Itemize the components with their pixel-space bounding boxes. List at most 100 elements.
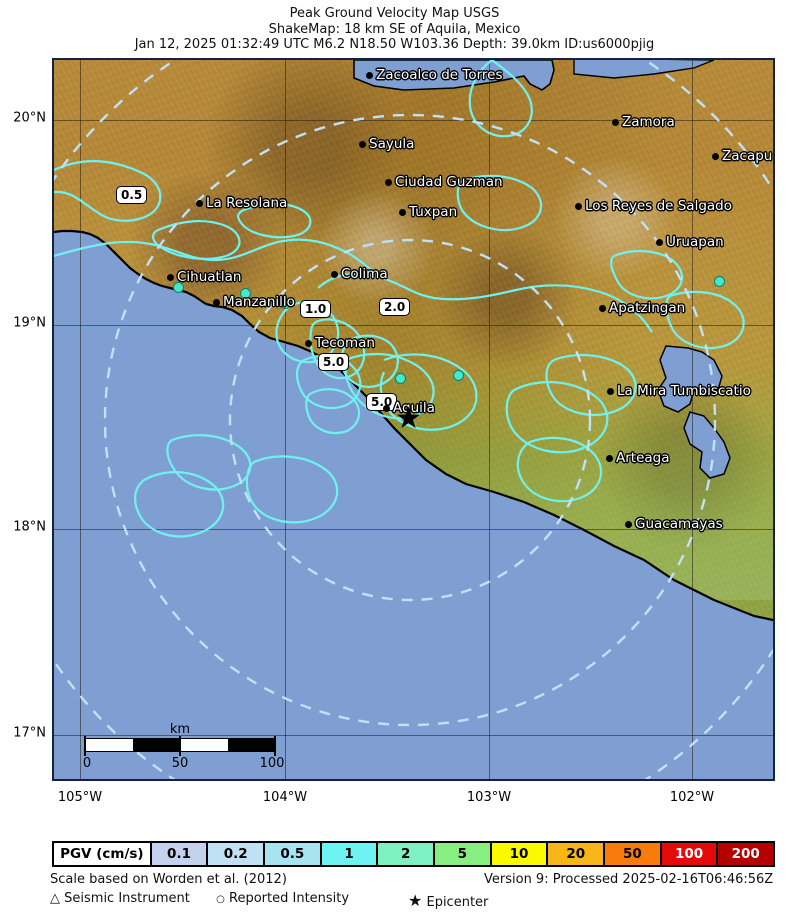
epicenter-star-icon: ★: [395, 401, 422, 436]
city-marker[interactable]: Tecoman: [305, 336, 375, 350]
city-marker[interactable]: Manzanillo: [213, 295, 295, 309]
seismic-station-marker[interactable]: [173, 282, 184, 293]
page-title: Peak Ground Velocity Map USGS: [289, 6, 500, 21]
legend-cell-0.1[interactable]: 0.1: [151, 843, 209, 865]
legend-cell-5[interactable]: 5: [435, 843, 492, 865]
city-marker[interactable]: Ciudad Guzman: [385, 175, 503, 189]
city-marker[interactable]: Zamora: [612, 115, 675, 129]
city-marker[interactable]: Guacamayas: [625, 517, 723, 531]
city-marker[interactable]: Los Reyes de Salgado: [575, 199, 732, 213]
city-dot: [656, 238, 663, 246]
graticule-line-vertical: [80, 60, 81, 779]
distance-rings: [54, 60, 773, 779]
seismic-station-marker[interactable]: [714, 276, 725, 287]
axis-label-longitude: 102°W: [669, 790, 715, 805]
axis-label-latitude: 19°N: [13, 315, 46, 331]
city-label: Sayula: [369, 136, 415, 152]
graticule-line-horizontal: [54, 529, 773, 530]
city-dot: [359, 140, 366, 148]
scale-tick: [179, 736, 181, 756]
legend-cell-10[interactable]: 10: [491, 843, 549, 865]
city-label: Cihuatlan: [177, 269, 242, 285]
city-label: Manzanillo: [223, 294, 295, 310]
city-marker[interactable]: Sayula: [359, 137, 414, 151]
contour-label: 1.0: [300, 300, 332, 318]
contour-label: 0.5: [116, 186, 148, 204]
city-label: Aquila: [393, 400, 435, 416]
scale-tick: [84, 736, 86, 756]
scale-tick: [274, 736, 276, 756]
city-label: Tuxpan: [409, 204, 458, 220]
city-dot: [599, 304, 606, 312]
scale-tick-label: 0: [82, 756, 92, 771]
event-info-line: Jan 12, 2025 01:32:49 UTC M6.2 N18.50 W1…: [134, 37, 655, 53]
legend-cell-100[interactable]: 100: [661, 843, 719, 865]
city-label: Zacapu: [722, 148, 773, 164]
seismic-station-marker[interactable]: [240, 288, 251, 299]
city-marker[interactable]: Aquila: [383, 401, 435, 415]
city-label: Guacamayas: [635, 516, 723, 532]
scale-bar: km 0 50 100: [83, 722, 285, 771]
graticule-line-vertical: [692, 60, 693, 779]
legend-cell-200[interactable]: 200: [718, 843, 774, 865]
pgv-legend: PGV (cm/s) 0.1 0.2 0.5 1 2 5 10 20 50 10…: [52, 841, 775, 867]
seismic-station-marker[interactable]: [395, 373, 406, 384]
city-dot: [305, 339, 312, 347]
scale-tick-label: 50: [171, 756, 189, 771]
legend-cell-0.2[interactable]: 0.2: [208, 843, 266, 865]
city-label: Arteaga: [616, 450, 670, 466]
legend-cell-1[interactable]: 1: [321, 843, 379, 865]
graticule-line-horizontal: [54, 735, 773, 736]
legend-cell-50[interactable]: 50: [605, 843, 662, 865]
city-dot: [213, 298, 220, 306]
city-label: Apatzingan: [609, 300, 686, 316]
legend-cell-2[interactable]: 2: [378, 843, 436, 865]
map-canvas[interactable]: 0.5 1.0 2.0 5.0 5.0 Zacoalco de Torres Z…: [52, 58, 775, 781]
triangle-icon: △: [50, 891, 60, 906]
city-dot: [383, 404, 390, 412]
city-label: Zamora: [622, 114, 675, 130]
city-dot: [612, 118, 619, 126]
contour-label: 2.0: [379, 298, 411, 316]
contour-label: 5.0: [318, 353, 350, 371]
city-dot: [607, 387, 614, 395]
legend-title: PGV (cm/s): [54, 843, 152, 865]
city-marker[interactable]: Arteaga: [606, 451, 670, 465]
city-marker[interactable]: Colima: [331, 267, 388, 281]
map-title-block: Peak Ground Velocity Map USGS ShakeMap: …: [0, 6, 789, 53]
city-label: Ciudad Guzman: [395, 174, 503, 190]
city-marker[interactable]: La Mira Tumbiscatio: [607, 384, 751, 398]
graticule-line-vertical: [285, 60, 286, 779]
city-dot: [399, 208, 406, 216]
city-label: La Mira Tumbiscatio: [617, 383, 751, 399]
city-label: La Resolana: [206, 195, 288, 211]
epicenter-label: Epicenter: [426, 895, 489, 910]
city-marker[interactable]: Uruapan: [656, 235, 724, 249]
axis-label-latitude: 17°N: [13, 725, 46, 741]
city-marker[interactable]: Zacapu: [712, 149, 772, 163]
city-dot: [331, 270, 338, 278]
city-marker[interactable]: Tuxpan: [399, 205, 457, 219]
circle-icon: ○: [216, 894, 225, 905]
seismic-station-marker[interactable]: [280, 298, 291, 309]
city-marker[interactable]: La Resolana: [196, 196, 287, 210]
city-label: Colima: [341, 266, 388, 282]
city-dot: [366, 71, 373, 79]
city-marker[interactable]: Cihuatlan: [167, 270, 241, 284]
legend-cell-20[interactable]: 20: [548, 843, 606, 865]
version-note: Version 9: Processed 2025-02-16T06:46:56…: [484, 872, 774, 887]
city-marker[interactable]: Apatzingan: [599, 301, 685, 315]
axis-label-longitude: 105°W: [57, 790, 103, 805]
axis-label-longitude: 104°W: [262, 790, 308, 805]
city-dot: [575, 202, 582, 210]
city-marker[interactable]: Zacoalco de Torres: [366, 68, 502, 82]
city-dot: [385, 178, 392, 186]
axis-label-latitude: 20°N: [13, 110, 46, 126]
lakes-layer: [353, 60, 731, 479]
seismic-station-marker[interactable]: [453, 370, 464, 381]
axis-label-longitude: 103°W: [466, 790, 512, 805]
graticule-line-horizontal: [54, 120, 773, 121]
city-label: Los Reyes de Salgado: [585, 198, 732, 214]
legend-cell-0.5[interactable]: 0.5: [265, 843, 322, 865]
